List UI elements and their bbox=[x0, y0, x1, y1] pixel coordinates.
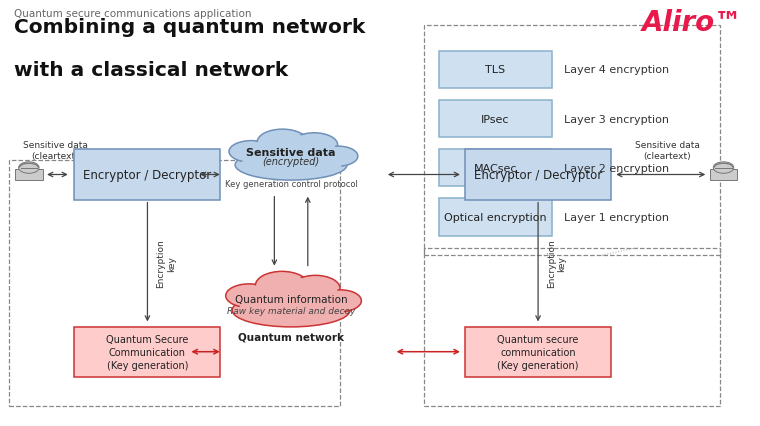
Ellipse shape bbox=[291, 276, 340, 302]
Text: Key generation control protocol: Key generation control protocol bbox=[225, 180, 357, 189]
Text: Combining a quantum network: Combining a quantum network bbox=[14, 18, 365, 37]
Text: Aliro™: Aliro™ bbox=[642, 9, 743, 37]
Text: Raw key material and decoy: Raw key material and decoy bbox=[227, 307, 355, 316]
Text: Sensitive data: Sensitive data bbox=[246, 148, 336, 158]
FancyBboxPatch shape bbox=[439, 52, 552, 89]
Text: Quantum Secure
Communication
(Key generation): Quantum Secure Communication (Key genera… bbox=[106, 334, 188, 370]
Text: (encrypted): (encrypted) bbox=[262, 157, 320, 167]
Ellipse shape bbox=[231, 142, 271, 162]
Bar bbox=[9, 161, 340, 406]
Text: Layer 3 encryption: Layer 3 encryption bbox=[564, 114, 669, 124]
Text: MACsec: MACsec bbox=[473, 163, 518, 173]
Circle shape bbox=[19, 162, 39, 174]
Ellipse shape bbox=[291, 133, 337, 158]
Bar bbox=[424, 248, 720, 406]
Text: Quantum secure
communication
(Key generation): Quantum secure communication (Key genera… bbox=[497, 334, 579, 370]
Ellipse shape bbox=[241, 152, 341, 179]
Ellipse shape bbox=[260, 131, 306, 155]
Text: Encryptor / Decryptor: Encryptor / Decryptor bbox=[84, 169, 211, 181]
Ellipse shape bbox=[293, 135, 335, 156]
Text: Encryption
key: Encryption key bbox=[547, 239, 567, 288]
Ellipse shape bbox=[228, 285, 271, 307]
Ellipse shape bbox=[321, 291, 359, 311]
FancyBboxPatch shape bbox=[15, 170, 43, 181]
Ellipse shape bbox=[235, 150, 347, 181]
Text: Layer 1 encryption: Layer 1 encryption bbox=[564, 212, 669, 222]
FancyBboxPatch shape bbox=[74, 327, 220, 377]
Ellipse shape bbox=[293, 277, 337, 300]
FancyBboxPatch shape bbox=[439, 150, 552, 187]
FancyBboxPatch shape bbox=[439, 101, 552, 138]
FancyBboxPatch shape bbox=[710, 170, 737, 181]
Text: Optical encryption: Optical encryption bbox=[444, 212, 547, 222]
Ellipse shape bbox=[232, 294, 350, 327]
Text: IPsec: IPsec bbox=[481, 114, 510, 124]
FancyBboxPatch shape bbox=[465, 150, 611, 200]
Text: Layer 2 encryption: Layer 2 encryption bbox=[564, 163, 669, 173]
Bar bbox=[424, 26, 720, 256]
Ellipse shape bbox=[238, 296, 344, 325]
Circle shape bbox=[714, 162, 733, 174]
Ellipse shape bbox=[255, 272, 309, 300]
Text: TLS: TLS bbox=[486, 65, 505, 75]
Text: Quantum information: Quantum information bbox=[235, 295, 347, 305]
Ellipse shape bbox=[318, 147, 358, 167]
Ellipse shape bbox=[229, 141, 274, 163]
Text: with a classical network: with a classical network bbox=[14, 60, 288, 79]
Text: Quantum network: Quantum network bbox=[238, 331, 344, 342]
FancyBboxPatch shape bbox=[439, 199, 552, 236]
FancyBboxPatch shape bbox=[74, 150, 220, 200]
Text: Quantum secure communications application: Quantum secure communications applicatio… bbox=[14, 9, 251, 18]
Ellipse shape bbox=[320, 290, 362, 312]
Text: Encryption
key: Encryption key bbox=[157, 239, 176, 288]
FancyBboxPatch shape bbox=[465, 327, 611, 377]
Text: Sensitive data
(cleartext): Sensitive data (cleartext) bbox=[23, 141, 88, 160]
Ellipse shape bbox=[320, 148, 356, 166]
Ellipse shape bbox=[226, 284, 273, 308]
Text: Sensitive data
(cleartext): Sensitive data (cleartext) bbox=[635, 141, 700, 160]
Text: Encryptor / Decryptor: Encryptor / Decryptor bbox=[474, 169, 602, 181]
Ellipse shape bbox=[258, 273, 306, 299]
Text: Layer 4 encryption: Layer 4 encryption bbox=[564, 65, 669, 75]
Ellipse shape bbox=[257, 130, 308, 156]
